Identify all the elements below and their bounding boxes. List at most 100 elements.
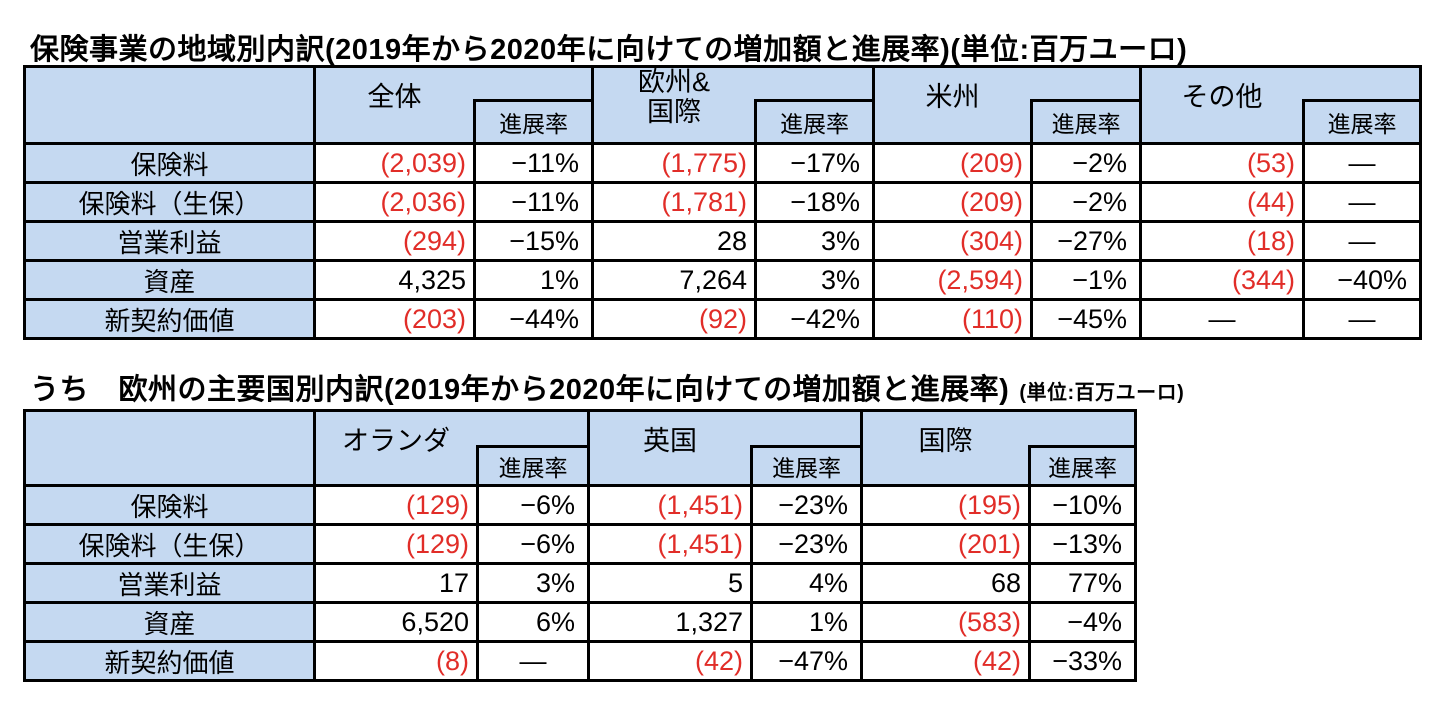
pct-header-cell: 進展率 xyxy=(1028,445,1134,484)
region-header-cell: 米州進展率 xyxy=(875,68,1139,142)
row-label-cell: 営業利益 xyxy=(26,565,313,601)
region-header-cell: 全体進展率 xyxy=(316,68,591,142)
amount-cell: 68 xyxy=(863,565,1028,601)
amount-cell: (344) xyxy=(1142,262,1302,298)
amount-cell: (1,451) xyxy=(590,487,750,523)
pct-cell: −6% xyxy=(479,487,587,523)
pct-cell: 4% xyxy=(753,565,860,601)
pct-cell: −17% xyxy=(757,145,872,181)
region-name-label: 全体 xyxy=(367,81,422,112)
region-name-label: オランダ xyxy=(342,425,450,456)
amount-cell: (42) xyxy=(863,643,1028,679)
pct-cell: 6% xyxy=(479,604,587,640)
pct-cell: −13% xyxy=(1031,526,1134,562)
amount-cell: 7,264 xyxy=(594,262,754,298)
row-label-cell: 保険料 xyxy=(26,487,313,523)
pct-header-cell: 進展率 xyxy=(754,99,872,142)
pct-cell: −11% xyxy=(476,184,591,220)
amount-cell: (129) xyxy=(316,487,476,523)
amount-cell: (18) xyxy=(1142,223,1302,259)
region-header-cell: 国際進展率 xyxy=(863,412,1134,484)
row-label-cell: 保険料（生保） xyxy=(26,526,313,562)
pct-header-cell: 進展率 xyxy=(1302,99,1419,142)
row-label-cell: 保険料 xyxy=(26,145,313,181)
pct-cell: −18% xyxy=(757,184,872,220)
pct-cell: −23% xyxy=(753,526,860,562)
pct-cell: −6% xyxy=(479,526,587,562)
region-header-cell: 欧州& 国際進展率 xyxy=(594,68,872,142)
pct-cell: — xyxy=(1305,301,1419,337)
amount-cell: (209) xyxy=(875,184,1030,220)
row-label-cell: 新契約価値 xyxy=(26,301,313,337)
pct-cell: 77% xyxy=(1031,565,1134,601)
amount-cell: (129) xyxy=(316,526,476,562)
amount-cell: (294) xyxy=(316,223,473,259)
pct-header-cell: 進展率 xyxy=(476,445,587,484)
pct-cell: −23% xyxy=(753,487,860,523)
pct-cell: −42% xyxy=(757,301,872,337)
pct-cell: 3% xyxy=(757,223,872,259)
amount-cell: 6,520 xyxy=(316,604,476,640)
region-name-label: 米州 xyxy=(925,81,980,112)
pct-cell: −44% xyxy=(476,301,591,337)
amount-cell: (2,594) xyxy=(875,262,1030,298)
pct-cell: −10% xyxy=(1031,487,1134,523)
pct-cell: −15% xyxy=(476,223,591,259)
amount-cell: (8) xyxy=(316,643,476,679)
pct-cell: — xyxy=(479,643,587,679)
pct-cell: — xyxy=(1305,184,1419,220)
corner-header-cell xyxy=(26,412,313,484)
amount-cell: (209) xyxy=(875,145,1030,181)
table2-title: うち 欧州の主要国別内訳(2019年から2020年に向けての増加額と進展率) (単… xyxy=(30,366,1184,408)
pct-header-cell: 進展率 xyxy=(1030,99,1139,142)
pct-cell: 1% xyxy=(753,604,860,640)
amount-cell: 4,325 xyxy=(316,262,473,298)
region-name-label: その他 xyxy=(1181,81,1263,112)
pct-cell: — xyxy=(1305,145,1419,181)
pct-header-cell: 進展率 xyxy=(473,99,591,142)
pct-cell: — xyxy=(1305,223,1419,259)
row-label-cell: 営業利益 xyxy=(26,223,313,259)
amount-cell: (1,451) xyxy=(590,526,750,562)
amount-cell: (583) xyxy=(863,604,1028,640)
region-header-cell: その他進展率 xyxy=(1142,68,1419,142)
amount-cell: (2,039) xyxy=(316,145,473,181)
amount-cell: 5 xyxy=(590,565,750,601)
pct-cell: 1% xyxy=(476,262,591,298)
amount-cell: (110) xyxy=(875,301,1030,337)
table1-title: 保険事業の地域別内訳(2019年から2020年に向けての増加額と進展率)(単位:… xyxy=(30,34,1188,66)
amount-cell: (53) xyxy=(1142,145,1302,181)
regional-breakdown-table: 全体 進展率 欧州& 国際 進展率 米州 進展率 その他 進展率 保険料 (2,039) −11% (1… xyxy=(23,65,1422,340)
amount-cell: 1,327 xyxy=(590,604,750,640)
pct-header-cell: 進展率 xyxy=(750,445,860,484)
table2-title-unit: (単位:百万ユーロ) xyxy=(1019,382,1185,404)
pct-cell: −1% xyxy=(1033,262,1139,298)
corner-header-cell xyxy=(26,68,313,142)
amount-cell: (195) xyxy=(863,487,1028,523)
region-header-cell: 英国 進展率 xyxy=(590,412,860,484)
amount-cell: (201) xyxy=(863,526,1028,562)
amount-cell: (1,781) xyxy=(594,184,754,220)
pct-cell: 3% xyxy=(757,262,872,298)
pct-cell: −11% xyxy=(476,145,591,181)
region-name-label: 国際 xyxy=(918,425,973,456)
amount-cell: 28 xyxy=(594,223,754,259)
amount-cell: — xyxy=(1142,301,1302,337)
row-label-cell: 保険料（生保） xyxy=(26,184,313,220)
pct-cell: −2% xyxy=(1033,145,1139,181)
amount-cell: (44) xyxy=(1142,184,1302,220)
amount-cell: (203) xyxy=(316,301,473,337)
amount-cell: (1,775) xyxy=(594,145,754,181)
pct-cell: −4% xyxy=(1031,604,1134,640)
region-name-label: 欧州& 国際 xyxy=(637,68,710,127)
row-label-cell: 新契約価値 xyxy=(26,643,313,679)
pct-cell: −47% xyxy=(753,643,860,679)
amount-cell: (92) xyxy=(594,301,754,337)
pct-cell: −2% xyxy=(1033,184,1139,220)
pct-cell: −40% xyxy=(1305,262,1419,298)
pct-cell: 3% xyxy=(479,565,587,601)
table2-title-main: うち 欧州の主要国別内訳(2019年から2020年に向けての増加額と進展率) xyxy=(30,374,1010,406)
row-label-cell: 資産 xyxy=(26,604,313,640)
amount-cell: (2,036) xyxy=(316,184,473,220)
region-header-cell: オランダ 進展率 xyxy=(316,412,587,484)
